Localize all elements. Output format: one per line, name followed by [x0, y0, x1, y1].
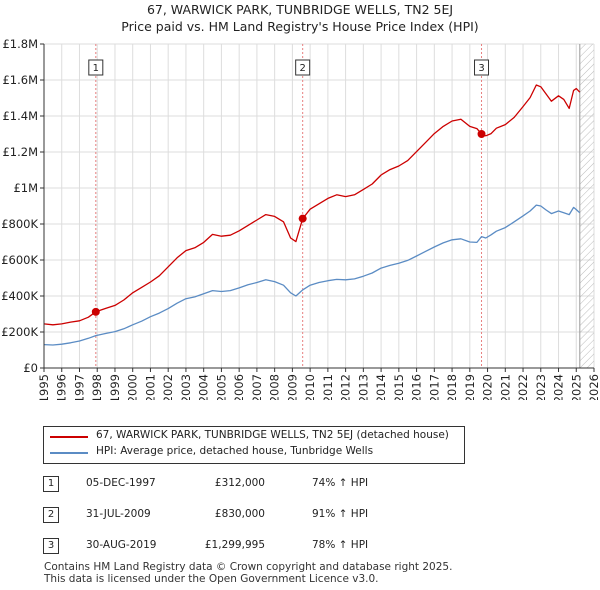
transaction-price: £312,000	[214, 477, 265, 489]
transaction-row: 3 30-AUG-2019 £1,299,995 78% ↑ HPI	[0, 536, 600, 558]
transaction-number: 2	[43, 507, 59, 523]
transaction-hpi: 74% ↑ HPI	[312, 477, 369, 489]
x-tick-label: 2001	[143, 374, 157, 400]
x-tick-label: 2002	[161, 374, 175, 400]
x-tick-label: 2003	[179, 374, 193, 400]
x-tick-label: 2023	[534, 374, 548, 400]
x-tick-label: 2022	[516, 374, 530, 400]
x-tick-label: 2006	[232, 374, 246, 400]
x-tick-label: 2020	[481, 374, 495, 400]
sale-point	[91, 307, 100, 316]
transaction-label-box	[474, 59, 490, 76]
transaction-label-number: 3	[478, 63, 484, 74]
x-tick-label: 2007	[250, 374, 264, 400]
x-tick-label: 2016	[410, 374, 424, 400]
sale-point	[298, 214, 307, 223]
transaction-label-box	[295, 59, 311, 76]
x-tick-label: 2026	[587, 374, 600, 400]
y-tick-label: £600K	[1, 253, 38, 267]
y-tick-label: £400K	[1, 289, 38, 303]
transaction-label-number: 1	[93, 63, 99, 74]
legend-swatch-property	[50, 436, 88, 438]
y-tick-label: £1.8M	[2, 37, 38, 51]
x-tick-label: 2011	[321, 374, 335, 400]
transaction-price: £830,000	[214, 508, 265, 520]
transaction-date: 31-JUL-2009	[86, 508, 151, 520]
x-tick-label: 2017	[427, 374, 441, 400]
y-tick-label: £800K	[1, 217, 38, 231]
x-tick-label: 2008	[268, 374, 282, 400]
x-tick-label: 1999	[108, 374, 122, 400]
x-tick-label: 2004	[197, 374, 211, 400]
sale-point	[477, 130, 486, 139]
transaction-number: 1	[43, 476, 59, 492]
chart-legend: 67, WARWICK PARK, TUNBRIDGE WELLS, TN2 5…	[43, 426, 465, 464]
y-tick-label: £1M	[13, 181, 38, 195]
x-tick-label: 2025	[569, 374, 583, 400]
plot-area	[44, 44, 594, 368]
y-tick-label: £200K	[1, 325, 38, 339]
x-tick-label: 2019	[463, 374, 477, 400]
forecast-hatch	[579, 44, 594, 368]
transaction-date: 05-DEC-1997	[86, 477, 156, 489]
x-tick-label: 1996	[55, 374, 69, 400]
x-tick-label: 1995	[37, 374, 51, 400]
x-tick-label: 2014	[374, 374, 388, 400]
legend-label-property: 67, WARWICK PARK, TUNBRIDGE WELLS, TN2 5…	[96, 429, 449, 441]
x-tick-label: 2021	[498, 374, 512, 400]
x-tick-label: 2012	[339, 374, 353, 400]
transaction-label-box	[88, 59, 104, 76]
footer-copyright: Contains HM Land Registry data © Crown c…	[44, 561, 453, 573]
x-tick-label: 2005	[214, 374, 228, 400]
transaction-date: 30-AUG-2019	[86, 539, 157, 551]
legend-swatch-hpi	[50, 452, 88, 454]
footer-licence: This data is licensed under the Open Gov…	[44, 573, 379, 585]
x-tick-label: 2009	[285, 374, 299, 400]
series-line-hpi	[44, 204, 581, 346]
chart-subtitle: Price paid vs. HM Land Registry's House …	[121, 19, 479, 34]
y-tick-label: £1.4M	[2, 109, 38, 123]
transaction-hpi: 78% ↑ HPI	[312, 539, 369, 551]
transaction-hpi: 91% ↑ HPI	[312, 508, 369, 520]
x-tick-label: 1997	[72, 374, 86, 400]
x-tick-label: 2010	[303, 374, 317, 400]
legend-label-hpi: HPI: Average price, detached house, Tunb…	[96, 445, 374, 457]
transaction-row: 2 31-JUL-2009 £830,000 91% ↑ HPI	[0, 505, 600, 527]
x-tick-label: 2024	[552, 374, 566, 400]
transaction-row: 1 05-DEC-1997 £312,000 74% ↑ HPI	[0, 474, 600, 496]
x-tick-label: 2013	[356, 374, 370, 400]
x-tick-label: 2015	[392, 374, 406, 400]
price-chart: 1 2 3 £0 £200K £400K £600K £800K £1M £1.2M £1.4M £…	[1, 37, 600, 400]
series-line-property	[44, 84, 581, 326]
y-tick-label: £1.2M	[2, 145, 38, 159]
x-tick-label: 2000	[126, 374, 140, 400]
chart-title: 67, WARWICK PARK, TUNBRIDGE WELLS, TN2 5…	[146, 2, 454, 17]
y-tick-label: £1.6M	[2, 73, 38, 87]
transaction-number: 3	[43, 538, 59, 554]
x-tick-label: 2018	[445, 374, 459, 400]
transaction-price: £1,299,995	[204, 539, 265, 551]
x-tick-label: 1998	[90, 374, 104, 400]
y-tick-label: £0	[23, 361, 38, 375]
transaction-label-number: 2	[299, 63, 305, 74]
